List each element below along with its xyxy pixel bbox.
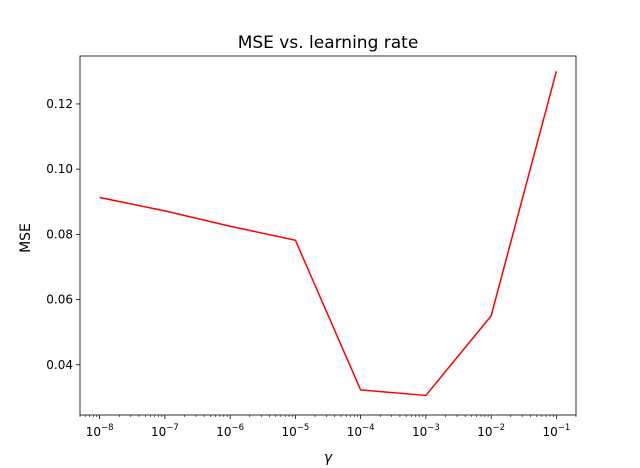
y-tick-label: 0.12: [46, 97, 73, 111]
x-tick-exponent: −1: [558, 423, 571, 433]
x-axis-ticks: 10−8 10−7 10−6 10−5 10−4 10−3 10−2 10−1: [86, 415, 570, 439]
plot-area: [79, 55, 577, 416]
x-tick-base: 10: [347, 425, 362, 439]
y-tick-label: 0.10: [46, 162, 73, 176]
x-tick-base: 10: [477, 425, 492, 439]
x-tick-label: 10−2: [477, 423, 505, 439]
y-tick-label: 0.08: [46, 227, 73, 241]
x-tick-exponent: −3: [427, 423, 440, 433]
x-tick-exponent: −7: [166, 423, 179, 433]
series-line: [99, 71, 558, 397]
y-axis-label: MSE: [18, 223, 34, 253]
x-tick-exponent: −8: [101, 423, 114, 433]
y-tick-label: 0.06: [46, 293, 73, 307]
y-tick-label: 0.04: [46, 358, 73, 372]
x-tick-base: 10: [412, 425, 427, 439]
x-tick-label: 10−8: [86, 423, 114, 439]
x-tick-base: 10: [86, 425, 101, 439]
x-tick-label: 10−1: [542, 423, 570, 439]
y-axis-ticks: 0.04 0.06 0.08 0.10 0.12: [46, 97, 80, 372]
x-tick-base: 10: [542, 425, 557, 439]
x-tick-base: 10: [281, 425, 296, 439]
x-tick-exponent: −5: [297, 423, 310, 433]
chart-title: MSE vs. learning rate: [238, 33, 419, 53]
x-tick-base: 10: [151, 425, 166, 439]
x-tick-label: 10−5: [281, 423, 309, 439]
x-axis-minor-ticks: [79, 415, 577, 417]
x-tick-exponent: −4: [362, 423, 375, 433]
x-tick-label: 10−6: [216, 423, 244, 439]
x-tick-base: 10: [216, 425, 231, 439]
x-axis-label: γ: [324, 450, 333, 466]
x-tick-label: 10−3: [412, 423, 440, 439]
x-tick-exponent: −6: [232, 423, 245, 433]
x-tick-label: 10−4: [347, 423, 375, 439]
x-tick-label: 10−7: [151, 423, 179, 439]
x-tick-exponent: −2: [492, 423, 505, 433]
